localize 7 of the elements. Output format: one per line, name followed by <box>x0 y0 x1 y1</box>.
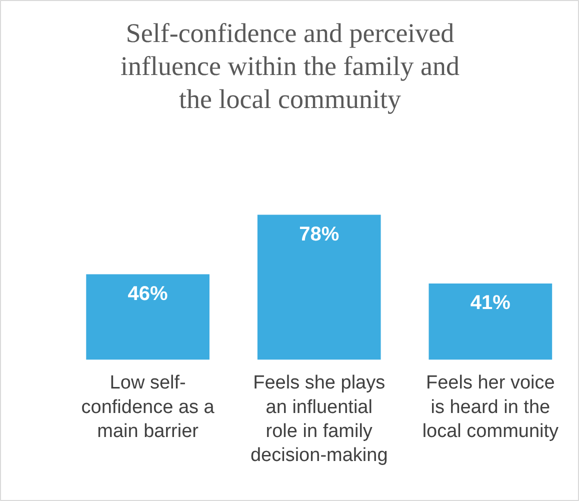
x-tick-label: Feels her voice is heard in the local community <box>422 372 560 442</box>
x-tick-label: Low self-confidence as a main barrier <box>81 372 215 442</box>
x-tick-label: Feels she plays an influential role in family decision-making <box>250 372 388 466</box>
data-label: 46% <box>128 282 168 305</box>
data-label: 41% <box>470 292 511 314</box>
data-label: 78% <box>299 223 340 246</box>
chart-title: Self-confidence and perceived influence within the family and the local community <box>120 18 460 114</box>
